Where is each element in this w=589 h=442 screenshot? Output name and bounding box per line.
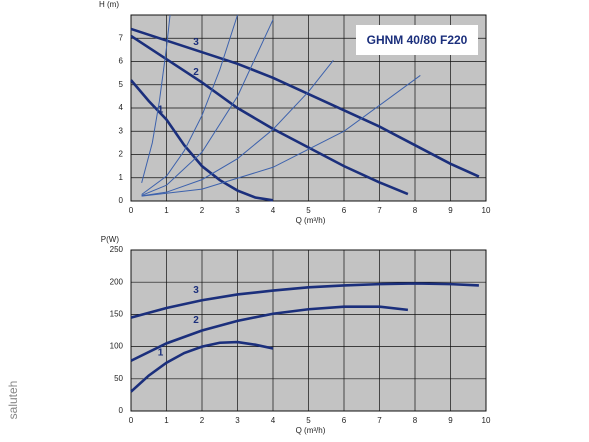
series-label: 1 — [158, 104, 164, 115]
x-tick-label: 9 — [448, 206, 453, 215]
x-tick-label: 8 — [413, 206, 418, 215]
x-tick-label: 3 — [235, 206, 240, 215]
series-line — [130, 79, 274, 202]
y-tick-label: 4 — [119, 103, 124, 112]
y-tick-label: 3 — [119, 126, 124, 135]
y-tick-label: 50 — [114, 374, 123, 383]
x-tick-label: 4 — [271, 416, 276, 425]
y-tick-label: 5 — [119, 80, 124, 89]
y-axis-label: H (m) — [99, 0, 119, 9]
series-line — [130, 340, 274, 393]
y-tick-label: 2 — [119, 150, 124, 159]
x-tick-label: 0 — [129, 416, 134, 425]
x-tick-label: 6 — [342, 206, 347, 215]
y-tick-label: 7 — [119, 33, 124, 42]
series-line — [130, 27, 480, 178]
series-line — [141, 60, 334, 197]
y-tick-label: 250 — [110, 245, 124, 254]
series-label: 2 — [193, 315, 199, 326]
series-line — [141, 14, 238, 195]
series-line — [141, 75, 421, 197]
x-tick-label: 2 — [200, 206, 205, 215]
x-tick-label: 9 — [448, 416, 453, 425]
y-tick-label: 150 — [110, 310, 124, 319]
x-tick-label: 7 — [377, 416, 382, 425]
series-label: 3 — [193, 285, 199, 296]
x-tick-label: 8 — [413, 416, 418, 425]
y-tick-label: 100 — [110, 342, 124, 351]
x-tick-label: 7 — [377, 206, 382, 215]
x-tick-label: 2 — [200, 416, 205, 425]
y-tick-label: 6 — [119, 57, 124, 66]
series-line — [141, 19, 274, 196]
chart-title: GHNM 40/80 F220 — [367, 33, 468, 47]
x-axis-label: Q (m³/h) — [296, 426, 326, 435]
series-label: 3 — [193, 37, 199, 48]
x-tick-label: 5 — [306, 206, 311, 215]
y-tick-label: 200 — [110, 277, 124, 286]
series-label: 1 — [158, 347, 164, 358]
x-tick-label: 0 — [129, 206, 134, 215]
x-axis-label: Q (m³/h) — [296, 216, 326, 225]
x-tick-label: 6 — [342, 416, 347, 425]
watermark: saluteh — [6, 381, 20, 420]
series-line — [130, 282, 479, 319]
series-label: 2 — [193, 67, 199, 78]
y-tick-label: 0 — [119, 406, 124, 415]
series-line — [141, 14, 171, 183]
x-tick-label: 1 — [164, 206, 169, 215]
series-line — [130, 305, 409, 362]
x-tick-label: 3 — [235, 416, 240, 425]
y-tick-label: 0 — [119, 196, 124, 205]
title-box — [356, 25, 478, 55]
y-tick-label: 1 — [119, 173, 124, 182]
x-tick-label: 4 — [271, 206, 276, 215]
x-tick-label: 10 — [482, 416, 491, 425]
x-tick-label: 1 — [164, 416, 169, 425]
y-axis-label: P(W) — [101, 235, 120, 244]
x-tick-label: 10 — [482, 206, 491, 215]
x-tick-label: 5 — [306, 416, 311, 425]
